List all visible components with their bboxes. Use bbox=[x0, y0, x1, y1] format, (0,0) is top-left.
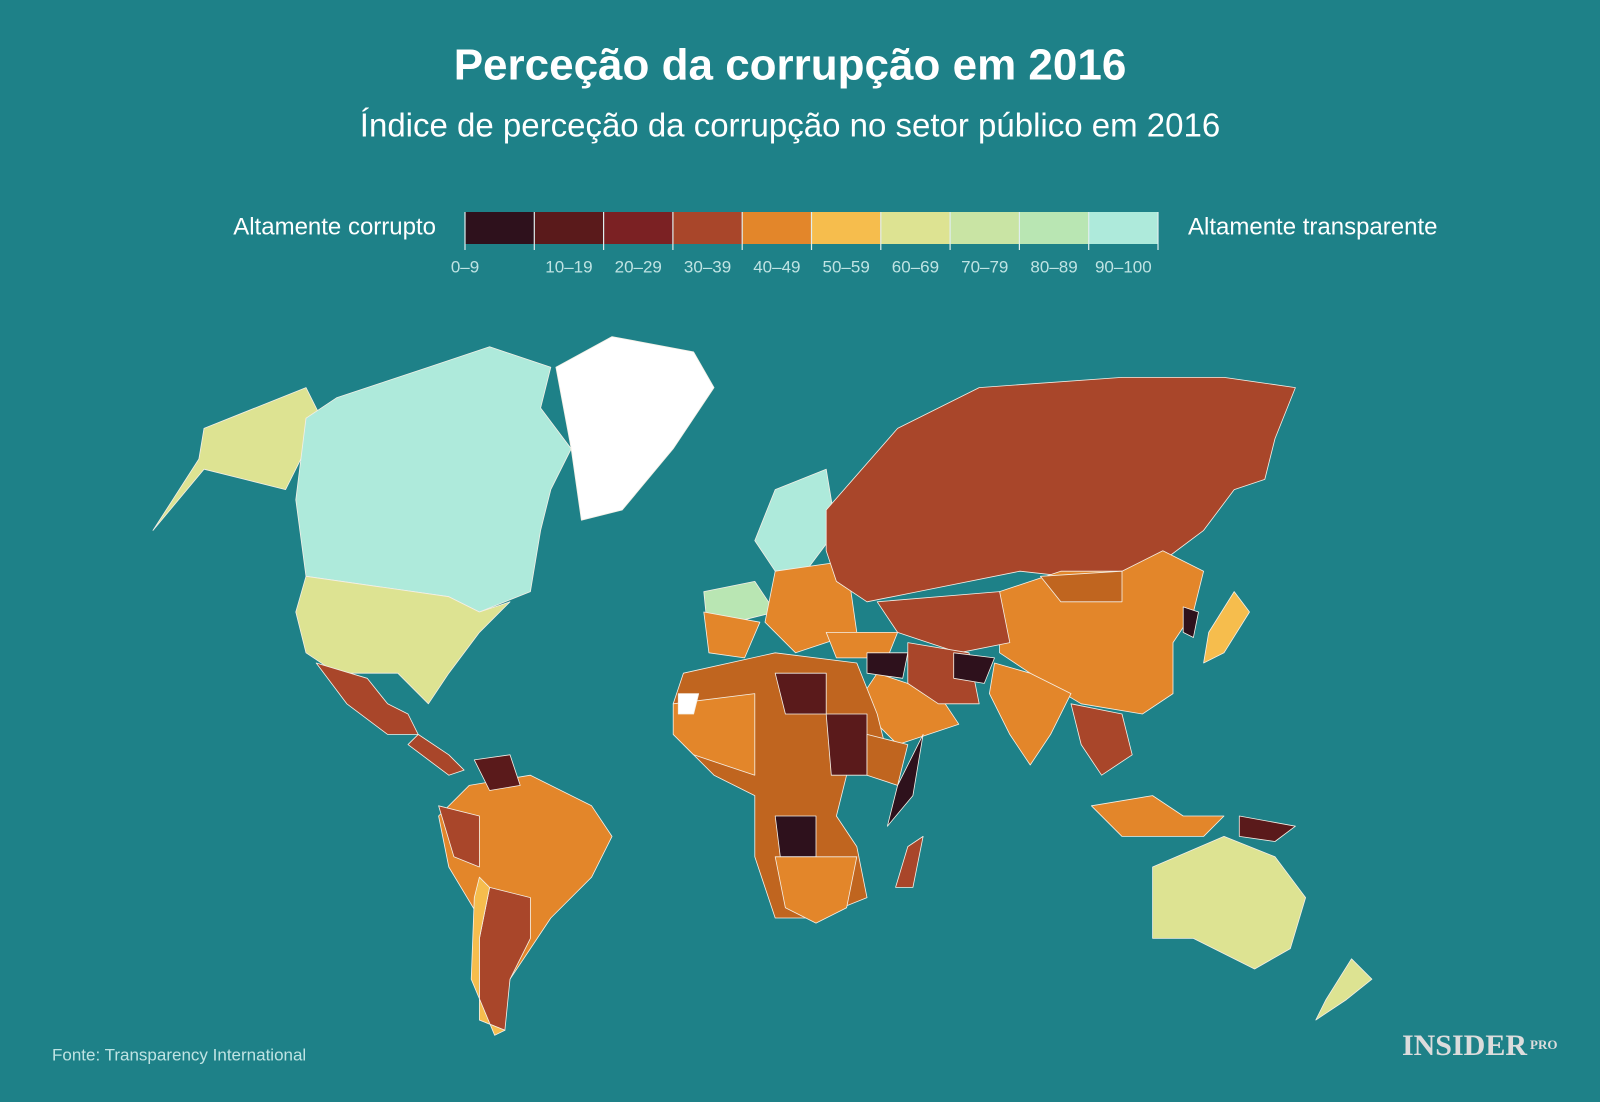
legend-bin-label: 70–79 bbox=[961, 257, 1008, 276]
region bbox=[1182, 606, 1199, 638]
region bbox=[470, 876, 506, 1036]
region bbox=[895, 835, 924, 888]
region bbox=[825, 376, 1296, 603]
region bbox=[555, 336, 715, 521]
legend-bin-label: 60–69 bbox=[892, 257, 939, 276]
legend-swatch bbox=[950, 212, 1020, 244]
region bbox=[473, 754, 521, 791]
legend-swatch bbox=[880, 212, 951, 244]
region bbox=[1203, 591, 1250, 664]
legend-bin-label: 10–19 bbox=[545, 257, 592, 276]
region bbox=[825, 713, 868, 776]
legend-bin-label: 80–89 bbox=[1030, 257, 1077, 276]
region bbox=[774, 856, 858, 924]
region bbox=[1315, 958, 1373, 1021]
brand-suffix: PRO bbox=[1530, 1037, 1557, 1052]
region bbox=[295, 575, 511, 705]
legend-bin-label: 20–29 bbox=[615, 257, 662, 276]
region bbox=[1070, 703, 1133, 776]
legend-bin-label: 0–9 bbox=[451, 257, 479, 276]
region bbox=[1152, 835, 1307, 970]
legend-bin-label: 90–100 bbox=[1095, 257, 1152, 276]
brand-name: INSIDER bbox=[1402, 1029, 1527, 1062]
region bbox=[1090, 795, 1225, 837]
region bbox=[953, 652, 995, 684]
legend-swatch bbox=[465, 212, 535, 244]
legend-low-label: Altamente corrupto bbox=[233, 213, 436, 240]
region bbox=[774, 815, 817, 858]
legend-swatch bbox=[603, 212, 673, 244]
legend: 0–9 10–19 20–29 30–39 40–49 50–59 60–69 70–79 80… bbox=[451, 212, 1159, 276]
legend-swatch bbox=[742, 212, 812, 244]
region bbox=[876, 591, 1011, 654]
region bbox=[407, 733, 465, 776]
subtitle: Índice de perceção da corrupção no setor… bbox=[360, 107, 1220, 144]
region bbox=[703, 611, 761, 659]
legend-swatch bbox=[1088, 212, 1158, 244]
region bbox=[866, 652, 909, 679]
region bbox=[886, 733, 924, 827]
region bbox=[438, 805, 480, 868]
legend-high-label: Altamente transparente bbox=[1188, 213, 1437, 240]
region bbox=[988, 662, 1072, 766]
region bbox=[1238, 815, 1296, 842]
legend-swatch bbox=[672, 212, 743, 244]
title: Perceção da corrupção em 2016 bbox=[454, 41, 1127, 90]
legend-swatch bbox=[1019, 212, 1089, 244]
source: Fonte: Transparency International bbox=[52, 1045, 306, 1064]
legend-bin-label: 30–39 bbox=[684, 257, 731, 276]
legend-bin-label: 40–49 bbox=[753, 257, 800, 276]
legend-swatch bbox=[811, 212, 881, 244]
legend-swatch bbox=[534, 212, 604, 244]
region bbox=[677, 693, 700, 715]
legend-bin-label: 50–59 bbox=[823, 257, 870, 276]
region bbox=[152, 387, 322, 531]
world-map bbox=[152, 336, 1373, 1036]
region bbox=[1039, 570, 1123, 603]
